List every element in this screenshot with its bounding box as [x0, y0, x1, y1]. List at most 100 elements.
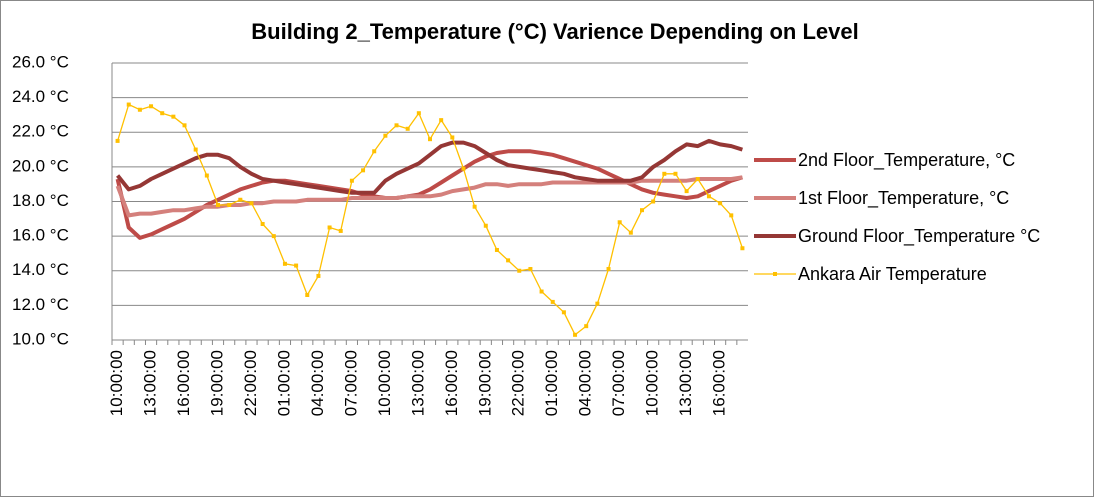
point-marker — [182, 123, 187, 128]
series-line — [115, 175, 743, 218]
point-marker — [472, 204, 477, 209]
legend-label: Ankara Air Temperature — [798, 264, 987, 284]
point-marker — [361, 168, 366, 173]
y-tick-label: 20.0 °C — [12, 156, 69, 175]
y-tick-label: 14.0 °C — [12, 260, 69, 279]
x-tick-label: 10:00:00 — [375, 350, 394, 416]
x-tick-label: 13:00:00 — [408, 350, 427, 416]
chart-title: Building 2_Temperature (°C) Varience Dep… — [251, 19, 858, 44]
point-marker — [539, 289, 544, 294]
point-marker — [171, 114, 176, 119]
x-tick-label: 13:00:00 — [676, 350, 695, 416]
x-tick-label: 19:00:00 — [207, 350, 226, 416]
point-marker — [573, 332, 578, 337]
x-tick-label: 01:00:00 — [274, 350, 293, 416]
point-marker — [249, 201, 254, 206]
point-marker — [238, 197, 243, 202]
x-tick-label: 19:00:00 — [475, 350, 494, 416]
y-tick-label: 22.0 °C — [12, 122, 69, 141]
legend: 2nd Floor_Temperature, °C 1st Floor_Tempe… — [752, 143, 1092, 295]
point-marker — [695, 176, 700, 181]
legend-label: 2nd Floor_Temperature, °C — [798, 150, 1016, 170]
legend-entry: Ankara Air Temperature — [752, 257, 1092, 291]
point-marker — [193, 147, 198, 152]
point-marker — [561, 310, 566, 315]
point-marker — [439, 118, 444, 123]
point-marker — [651, 199, 656, 204]
x-tick-label: 07:00:00 — [341, 350, 360, 416]
point-marker — [517, 268, 522, 273]
x-tick-label: 07:00:00 — [609, 350, 628, 416]
point-marker — [494, 247, 499, 252]
legend-entry: 2nd Floor_Temperature, °C — [752, 143, 1092, 177]
y-tick-label: 12.0 °C — [12, 295, 69, 314]
point-marker — [160, 111, 165, 116]
x-tick-label: 10:00:00 — [643, 350, 662, 416]
point-marker — [428, 137, 432, 142]
point-marker — [383, 133, 388, 138]
legend-entry: Ground Floor_Temperature °C — [752, 219, 1092, 253]
y-tick-label: 24.0 °C — [12, 87, 69, 106]
point-marker — [282, 261, 287, 266]
y-tick-label: 16.0 °C — [12, 226, 69, 245]
point-marker — [628, 230, 633, 235]
point-marker — [227, 202, 232, 207]
x-tick-label: 16:00:00 — [442, 350, 461, 416]
legend-swatch — [754, 196, 796, 200]
point-marker — [506, 258, 511, 263]
point-marker — [595, 301, 600, 306]
point-marker — [606, 267, 611, 272]
point-marker — [718, 201, 723, 206]
point-marker — [305, 292, 310, 297]
point-marker — [294, 263, 299, 268]
point-marker — [461, 166, 466, 171]
y-tick-label: 18.0 °C — [12, 191, 69, 210]
series-line — [115, 149, 743, 240]
point-marker — [316, 273, 321, 278]
legend-swatch — [754, 272, 796, 276]
point-marker — [405, 126, 410, 131]
legend-marker — [773, 272, 777, 276]
point-marker — [662, 171, 667, 176]
point-marker — [673, 171, 678, 176]
x-tick-label: 22:00:00 — [509, 350, 528, 416]
x-tick-label: 16:00:00 — [174, 350, 193, 416]
point-marker — [617, 220, 622, 225]
point-marker — [115, 138, 120, 143]
point-marker — [149, 104, 154, 109]
point-marker — [450, 135, 455, 140]
point-marker — [216, 202, 220, 207]
legend-label: 1st Floor_Temperature, °C — [798, 188, 1010, 208]
point-marker — [550, 299, 555, 304]
series-line — [116, 138, 744, 195]
point-marker — [372, 149, 377, 154]
legend-swatch — [754, 158, 796, 162]
x-tick-label: 04:00:00 — [576, 350, 595, 416]
x-tick-label: 10:00:00 — [107, 350, 126, 416]
point-marker — [416, 111, 421, 116]
point-marker — [204, 173, 209, 178]
point-marker — [137, 107, 142, 112]
point-marker — [338, 228, 343, 233]
x-tick-label: 13:00:00 — [141, 350, 160, 416]
point-marker — [260, 222, 265, 227]
point-marker — [349, 178, 354, 183]
point-marker — [327, 225, 332, 230]
legend-label: Ground Floor_Temperature °C — [798, 226, 1041, 246]
x-tick-label: 22:00:00 — [241, 350, 260, 416]
point-marker — [271, 234, 276, 239]
point-marker — [528, 267, 533, 272]
legend-swatch — [754, 234, 796, 238]
y-tick-label: 26.0 °C — [12, 52, 69, 71]
x-tick-label: 16:00:00 — [710, 350, 729, 416]
point-marker — [740, 246, 745, 251]
point-marker — [126, 102, 131, 107]
x-tick-label: 04:00:00 — [308, 350, 327, 416]
point-marker — [706, 194, 711, 199]
point-marker — [584, 324, 589, 329]
point-marker — [483, 223, 488, 228]
point-marker — [729, 213, 734, 218]
